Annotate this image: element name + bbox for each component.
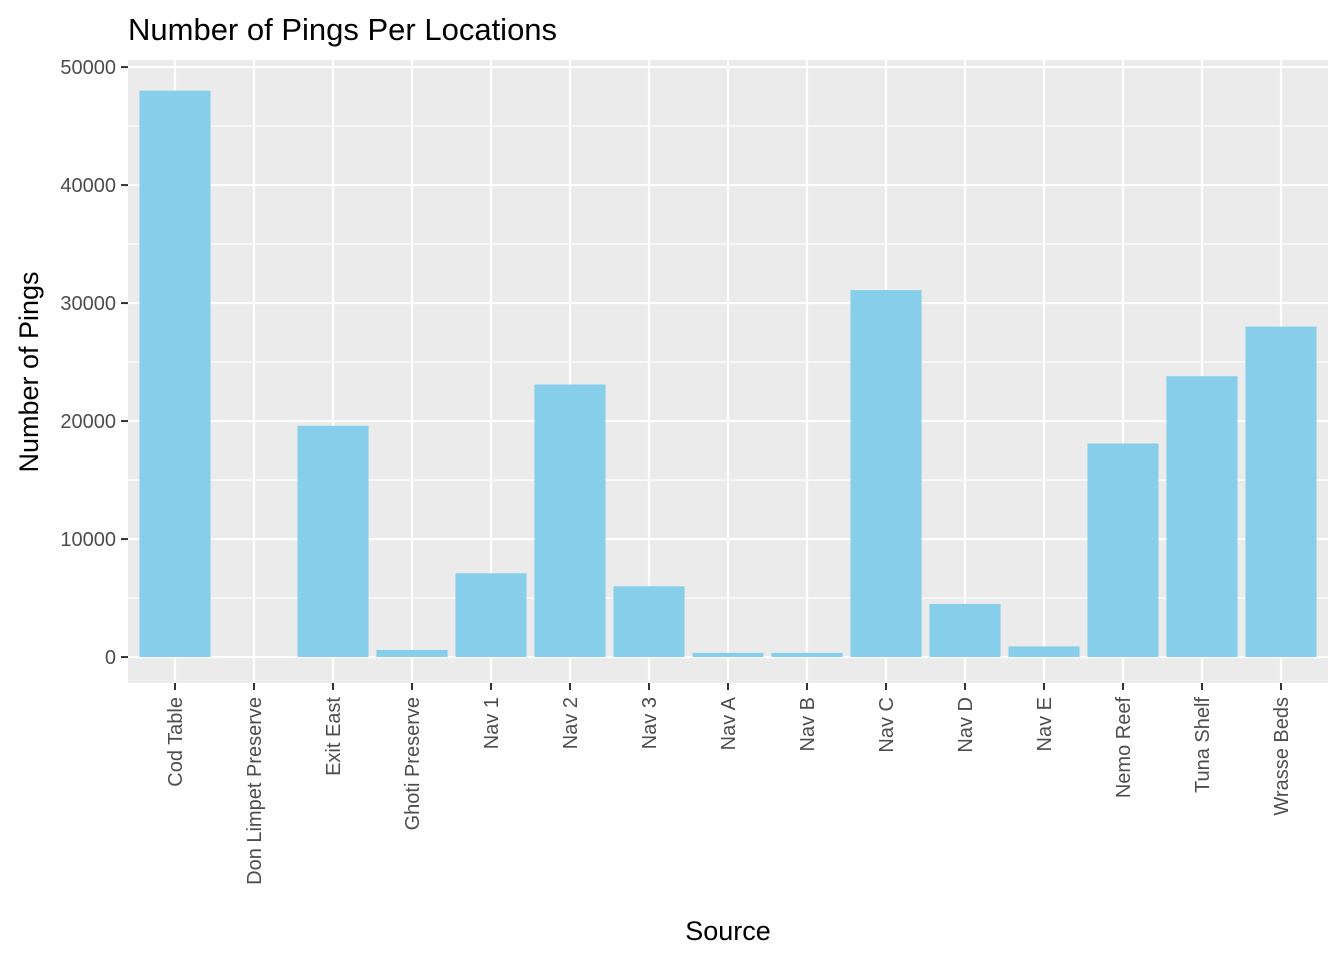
- x-tick-label: Nav E: [1034, 697, 1056, 751]
- bar: [139, 90, 211, 658]
- y-tick-label: 30000: [60, 293, 116, 315]
- bar: [1087, 443, 1159, 658]
- x-tick-label: Nav 2: [560, 697, 582, 749]
- bar: [613, 586, 685, 658]
- bar: [692, 652, 764, 658]
- chart-title: Number of Pings Per Locations: [128, 12, 557, 47]
- bar: [1008, 646, 1080, 658]
- y-tick-label: 20000: [60, 411, 116, 433]
- y-tick-label: 40000: [60, 175, 116, 197]
- x-tick-label: Nav 3: [639, 697, 661, 749]
- x-axis-title: Source: [685, 916, 771, 946]
- x-tick-label: Ghoti Preserve: [402, 697, 424, 830]
- x-axis: Cod Table Don Limpet Preserve Exit East Gho…: [165, 683, 1293, 885]
- bar: [376, 649, 448, 658]
- x-tick-label: Nav B: [797, 697, 819, 751]
- bar: [534, 384, 606, 658]
- x-tick-label: Tuna Shelf: [1192, 697, 1214, 793]
- bars: [139, 90, 1317, 658]
- x-tick-label: Nav A: [718, 696, 740, 750]
- x-tick-label: Nav 1: [481, 697, 503, 749]
- x-tick-label: Nav D: [955, 697, 977, 753]
- x-tick-label: Cod Table: [165, 697, 187, 787]
- y-axis: 0 10000 20000 30000 40000 50000: [60, 57, 128, 669]
- bar: [1166, 376, 1238, 658]
- y-tick-label: 10000: [60, 529, 116, 551]
- bar: [929, 603, 1001, 658]
- bar: [771, 652, 843, 658]
- y-tick-label: 0: [105, 647, 116, 669]
- bar: [1245, 326, 1317, 658]
- bar: [850, 290, 922, 658]
- y-tick-label: 50000: [60, 57, 116, 79]
- x-tick-label: Nemo Reef: [1113, 697, 1135, 799]
- x-tick-label: Exit East: [323, 697, 345, 776]
- x-tick-label: Don Limpet Preserve: [244, 697, 266, 885]
- bar: [455, 573, 527, 658]
- bar: [297, 425, 369, 658]
- x-tick-label: Nav C: [876, 697, 898, 753]
- x-tick-label: Wrasse Beds: [1271, 697, 1293, 816]
- y-axis-title: Number of Pings: [14, 271, 44, 472]
